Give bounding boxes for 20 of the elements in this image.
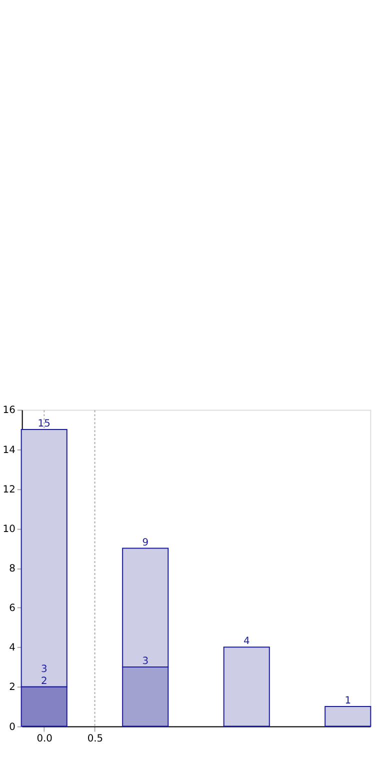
bar <box>324 706 372 727</box>
y-tick-label: 14 <box>2 444 16 456</box>
total-label: 1 <box>344 696 352 707</box>
y-tick-label: 2 <box>9 682 16 694</box>
y-tick-label: 6 <box>9 603 16 614</box>
total-label: 15 <box>38 418 50 430</box>
y-tick-label: 16 <box>2 405 16 416</box>
data-label: 2 <box>40 676 48 687</box>
y-tick-label: 12 <box>2 484 16 496</box>
y-tick-label: 10 <box>2 524 16 535</box>
y-tick-label: 0 <box>9 722 16 733</box>
total-label: 9 <box>142 537 149 548</box>
annotation: 3 <box>40 664 48 675</box>
data-label: 3 <box>142 656 149 667</box>
y-tick-label: 8 <box>9 563 16 574</box>
y-tick-label: 4 <box>9 642 16 654</box>
x-tick-label: 0.5 <box>87 734 104 745</box>
total-label: 4 <box>243 636 250 648</box>
x-tick-label: 0.0 <box>36 734 52 745</box>
bar <box>223 646 270 727</box>
